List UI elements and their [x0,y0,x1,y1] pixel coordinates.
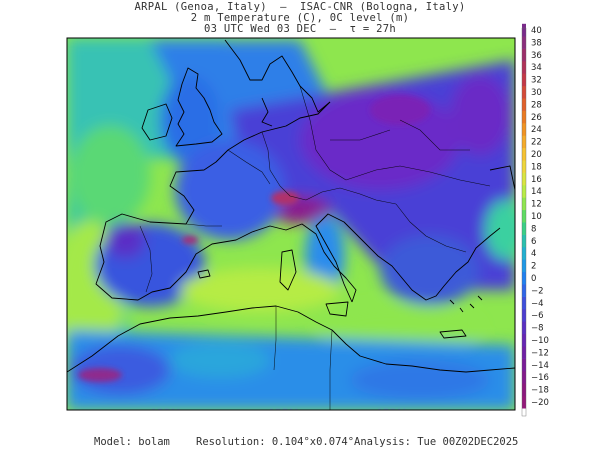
colorbar-label: 26 [531,113,542,123]
colorbar-swatch [522,135,526,149]
colorbar-label: −8 [531,324,544,334]
colorbar-label: −14 [531,361,549,371]
colorbar-label: 40 [531,26,542,36]
colorbar-swatch [522,160,526,173]
colorbar-swatch [522,358,526,372]
svg-text:ARPAL: ARPAL [150,408,183,418]
colorbar-swatch [522,209,526,223]
colorbar-label: −12 [531,348,549,358]
colorbar-swatch [522,123,526,136]
colorbar-swatch [522,247,526,260]
colorbar-label: 0 [531,274,536,284]
colorbar-label: −20 [531,398,549,408]
colorbar: 4038363432302826242220181614121086420−2−… [521,23,549,417]
colorbar-label: 24 [531,125,542,135]
colorbar-label: 4 [531,249,536,259]
colorbar-label: 14 [531,187,542,197]
colorbar-swatch [522,23,526,37]
colorbar-label: 32 [531,76,542,86]
colorbar-label: 2 [531,262,536,272]
colorbar-swatch [522,172,526,186]
svg-text:ARPAL: ARPAL [268,408,301,418]
colorbar-swatch [522,296,526,310]
colorbar-label: 12 [531,200,542,210]
footer-resolution: Resolution: 0.104°x0.074° [196,436,355,448]
colorbar-label: 6 [531,237,536,247]
colorbar-swatch [522,371,526,384]
colorbar-label: −2 [531,286,544,296]
country-borders [139,85,491,410]
colorbar-label: 10 [531,212,542,222]
colorbar-label: −18 [531,386,549,396]
colorbar-label: 20 [531,150,542,160]
colorbar-swatch [522,110,526,124]
colorbar-swatch [522,61,526,74]
colorbar-swatch [522,147,526,161]
watermarks: ARPAL ARPAL ARPAL [150,408,409,418]
footer-analysis: Analysis: Tue 00Z02DEC2025 [354,436,519,448]
map-frame [66,37,516,411]
colorbar-label: −6 [531,311,544,321]
colorbar-label: 36 [531,51,542,61]
colorbar-swatch [522,284,526,297]
colorbar-swatch [522,395,526,409]
colorbar-swatch [522,234,526,248]
colorbar-swatch [522,85,526,99]
footer-model: Model: bolam [94,436,170,448]
colorbar-label: 34 [531,63,542,73]
colorbar-swatch [522,259,526,273]
map-header-institutions: ARPAL (Genoa, Italy) — ISAC-CNR (Bologna… [134,1,466,13]
colorbar-label: 38 [531,38,542,48]
map-field: ARPAL ARPAL ARPAL [67,38,515,418]
colorbar-swatch [522,271,526,285]
colorbar-swatch [522,98,526,111]
colorbar-swatch [522,321,526,335]
map-header-variable: 2 m Temperature (C), 0C level (m) [190,12,410,24]
colorbar-label: 16 [531,175,542,185]
colorbar-swatch [522,333,526,347]
coastlines [67,39,515,373]
colorbar-swatch [522,383,526,397]
colorbar-label: 28 [531,100,542,110]
colorbar-label: 18 [531,162,542,172]
colorbar-swatch [522,73,526,87]
map-header-validity: 03 UTC Wed 03 DEC — τ = 27h [203,23,397,35]
colorbar-label: −4 [531,299,544,309]
colorbar-label: 8 [531,224,536,234]
colorbar-label: 30 [531,88,542,98]
colorbar-swatch [522,197,526,211]
colorbar-swatch [522,309,526,322]
colorbar-label: −16 [531,373,549,383]
colorbar-label: 22 [531,138,542,148]
colorbar-swatch [522,48,526,62]
colorbar-swatch [522,222,526,235]
colorbar-swatch [522,36,526,49]
colorbar-label: −10 [531,336,549,346]
colorbar-swatch [522,346,526,359]
svg-text:ARPAL: ARPAL [376,408,409,418]
colorbar-swatch [522,185,526,198]
